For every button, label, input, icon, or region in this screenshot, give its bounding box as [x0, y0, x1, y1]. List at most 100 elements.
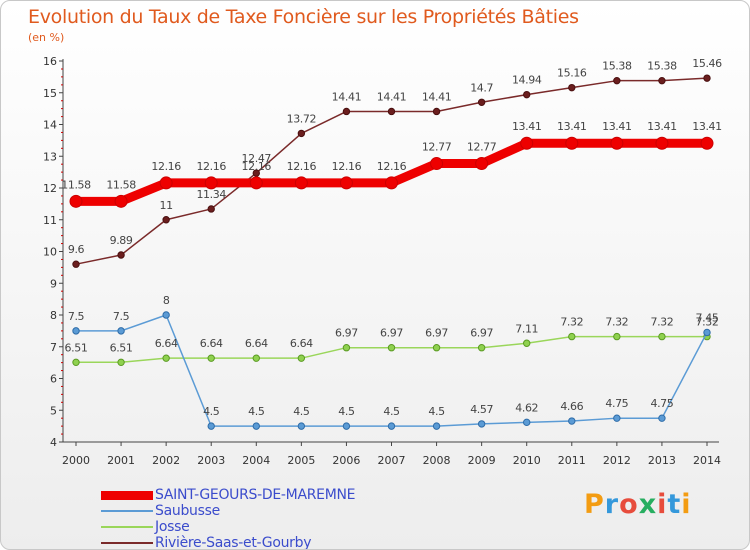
x-tick-label: 2012 [603, 454, 631, 467]
y-tick-label: 14 [43, 119, 57, 132]
data-point [294, 176, 308, 190]
data-label: 6.97 [380, 327, 403, 340]
data-label: 15.16 [557, 67, 587, 80]
data-label: 4.5 [293, 405, 310, 418]
legend-swatch [101, 542, 153, 544]
data-label: 6.97 [470, 327, 493, 340]
data-point [655, 136, 669, 150]
data-point [430, 157, 444, 171]
data-point [114, 194, 128, 208]
data-point [658, 76, 666, 85]
data-label: 13.41 [557, 120, 587, 133]
data-label: 12.16 [377, 160, 407, 173]
data-label: 13.41 [512, 120, 542, 133]
y-tick-label: 11 [43, 214, 57, 227]
data-point [475, 157, 489, 171]
data-label: 7.5 [68, 310, 85, 323]
data-point [477, 344, 486, 352]
data-point [297, 422, 306, 430]
data-point [520, 136, 534, 150]
x-tick-label: 2002 [152, 454, 180, 467]
data-label: 4.5 [248, 405, 265, 418]
logo-letter: x [638, 489, 658, 520]
y-tick-label: 9 [50, 277, 57, 290]
x-tick-label: 2000 [62, 454, 90, 467]
data-label: 12.16 [196, 160, 226, 173]
data-point [432, 422, 441, 430]
x-tick-label: 2004 [242, 454, 270, 467]
data-label: 7.32 [605, 316, 628, 329]
logo-letter: i [657, 489, 668, 520]
data-point [117, 327, 125, 335]
x-tick-label: 2001 [107, 454, 135, 467]
data-point [297, 129, 306, 138]
data-label: 8 [163, 294, 170, 307]
y-tick-label: 12 [43, 182, 57, 195]
legend-label: Saubusse [155, 503, 220, 519]
data-label: 9.6 [68, 243, 85, 256]
data-point [387, 107, 396, 116]
data-point [477, 420, 486, 428]
chart-unit-label: (en %) [28, 31, 65, 44]
data-label: 12.77 [467, 141, 497, 154]
data-point [162, 354, 170, 362]
data-label: 7.32 [696, 316, 719, 329]
y-tick-label: 15 [43, 87, 57, 100]
data-label: 9.89 [110, 234, 133, 247]
y-tick-label: 10 [43, 246, 57, 259]
data-label: 7.32 [650, 316, 673, 329]
data-label: 7.5 [113, 310, 130, 323]
data-point [387, 344, 396, 352]
chart-title: Evolution du Taux de Taxe Foncière sur l… [28, 6, 579, 28]
data-point [72, 327, 80, 335]
data-label: 12.16 [242, 160, 272, 173]
legend-label: Josse [155, 519, 190, 535]
data-label: 14.41 [422, 90, 452, 103]
y-tick-label: 6 [50, 373, 57, 386]
data-point [523, 90, 531, 99]
legend-swatch [101, 526, 153, 528]
data-point [568, 83, 576, 92]
data-label: 15.46 [692, 57, 722, 70]
data-point [387, 422, 396, 430]
data-label: 6.64 [155, 337, 178, 350]
data-point [162, 311, 170, 319]
logo-letter: r [604, 489, 620, 520]
data-point [703, 74, 711, 82]
x-tick-label: 2003 [197, 454, 225, 467]
data-point [342, 107, 351, 116]
logo-letter: o [619, 489, 639, 520]
data-label: 6.97 [425, 327, 448, 340]
x-tick-label: 2005 [287, 454, 315, 467]
data-point [613, 332, 621, 341]
data-label: 12.16 [332, 160, 362, 173]
data-point [342, 344, 351, 352]
data-point [385, 176, 398, 190]
data-label: 15.38 [602, 60, 632, 73]
data-label: 4.75 [650, 397, 673, 410]
data-label: 7.45 [696, 311, 719, 324]
data-point [339, 176, 353, 190]
data-label: 4.5 [383, 405, 400, 418]
y-tick-label: 7 [50, 341, 57, 354]
data-label: 13.41 [692, 120, 722, 133]
data-point [658, 414, 666, 422]
data-point [565, 136, 579, 150]
data-label: 6.64 [245, 337, 268, 350]
data-label: 11.58 [106, 178, 136, 191]
data-label: 7.32 [560, 316, 583, 329]
x-tick-label: 2014 [693, 454, 721, 467]
y-tick-label: 16 [43, 55, 57, 68]
data-point [72, 358, 80, 367]
data-label: 4.57 [470, 403, 493, 416]
legend-swatch [101, 510, 153, 512]
data-point [117, 251, 125, 259]
logo-letter: i [681, 489, 692, 520]
data-point [252, 169, 260, 177]
data-label: 11.58 [61, 178, 91, 191]
data-point [207, 354, 215, 362]
data-label: 6.51 [110, 341, 133, 354]
data-label: 12.16 [151, 160, 181, 173]
x-tick-label: 2008 [423, 454, 451, 467]
